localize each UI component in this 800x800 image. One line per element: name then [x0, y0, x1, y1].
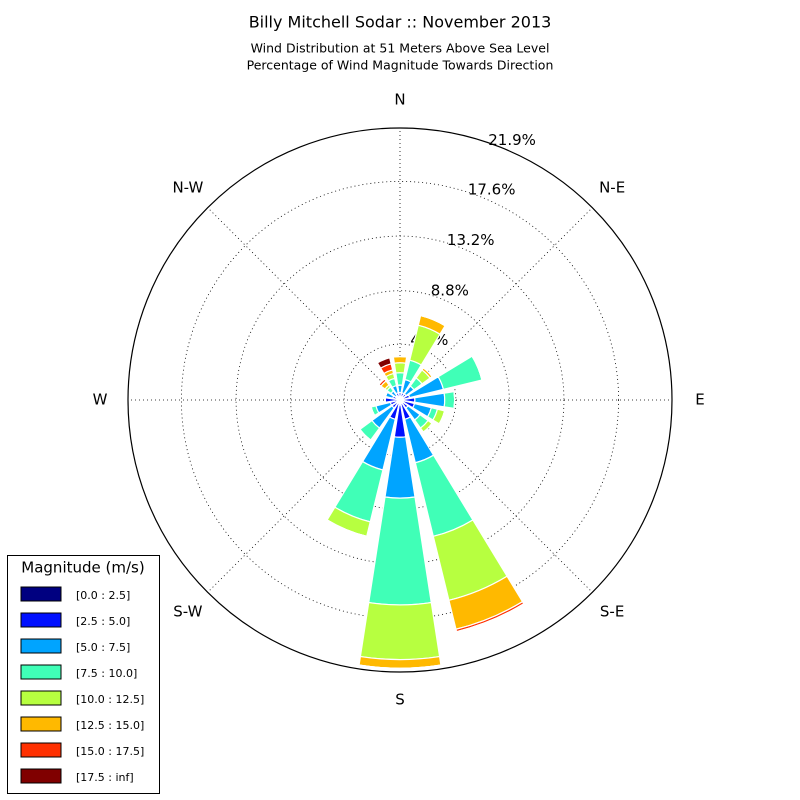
legend-title: Magnitude (m/s)	[21, 559, 144, 577]
chart-subtitle: Wind Distribution at 51 Meters Above Sea…	[251, 41, 550, 56]
wind-wedge	[443, 390, 456, 410]
grid-spoke	[399, 207, 593, 401]
wind-wedge	[456, 603, 525, 633]
legend-label: [17.5 : inf]	[76, 771, 134, 784]
legend-label: [12.5 : 15.0]	[76, 719, 144, 732]
grid-spoke	[399, 399, 593, 593]
direction-label: S-E	[600, 603, 624, 621]
wind-wedge	[384, 436, 416, 499]
legend-label: [15.0 : 17.5]	[76, 745, 144, 758]
direction-label: E	[695, 391, 704, 409]
grid-ring	[343, 343, 457, 457]
outer-ring	[127, 127, 673, 673]
wind-wedge	[358, 664, 442, 669]
chart-subtitle: Percentage of Wind Magnitude Towards Dir…	[247, 58, 554, 73]
wind-wedge	[384, 391, 388, 397]
legend-swatch	[20, 586, 62, 602]
legend-swatch	[20, 742, 62, 758]
radial-tick-label: 8.8%	[431, 282, 469, 300]
legend-label: [0.0 : 2.5]	[76, 589, 130, 602]
radial-tick-label: 17.6%	[468, 181, 516, 199]
wind-wedge	[395, 372, 405, 386]
grid-spoke	[207, 207, 401, 401]
grid-ring	[235, 235, 565, 565]
legend-label: [10.0 : 12.5]	[76, 693, 144, 706]
radial-tick-label: 21.9%	[488, 131, 536, 149]
wind-wedge	[392, 355, 408, 364]
direction-label: W	[93, 391, 108, 409]
direction-label: N-W	[172, 178, 203, 196]
wind-wedge	[359, 601, 441, 661]
wind-wedge	[393, 362, 407, 374]
legend-swatch	[20, 716, 62, 732]
legend-swatch	[20, 690, 62, 706]
radial-tick-label: 13.2%	[447, 231, 495, 249]
direction-label: N	[394, 91, 405, 109]
legend-label: [2.5 : 5.0]	[76, 615, 130, 628]
legend-label: [7.5 : 10.0]	[76, 667, 137, 680]
legend-swatch	[20, 664, 62, 680]
chart-title: Billy Mitchell Sodar :: November 2013	[249, 13, 552, 32]
wind-wedge	[368, 496, 432, 606]
grid-ring	[290, 290, 510, 510]
grid-spoke	[207, 399, 401, 593]
wind-wedge	[393, 355, 407, 358]
wind-wedge	[453, 391, 456, 409]
direction-label: S	[395, 691, 405, 709]
wind-wedge	[359, 428, 372, 441]
legend-label: [5.0 : 7.5]	[76, 641, 130, 654]
wind-wedge	[376, 357, 392, 369]
direction-label: S-W	[173, 603, 202, 621]
legend-swatch	[20, 768, 62, 784]
legend-swatch	[20, 638, 62, 654]
legend-swatch	[20, 612, 62, 628]
grid-ring	[181, 181, 619, 619]
direction-label: N-E	[599, 178, 625, 196]
